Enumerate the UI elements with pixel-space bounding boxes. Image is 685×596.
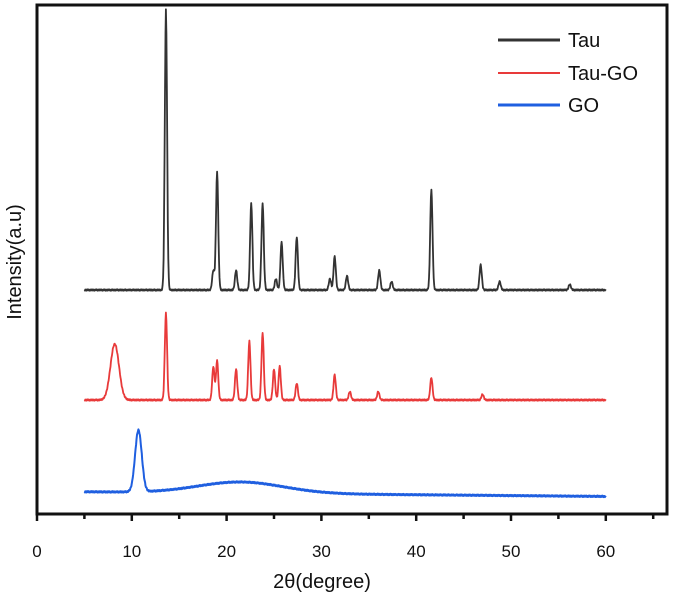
series-go-line bbox=[83, 428, 607, 499]
legend: Tau Tau-GO GO bbox=[498, 30, 638, 117]
y-axis-title: Intensity(a.u) bbox=[4, 204, 26, 320]
x-axis-tick-labels: 0 10 20 30 40 50 60 bbox=[32, 542, 615, 561]
x-axis-title: 2θ(degree) bbox=[273, 571, 371, 593]
legend-label-go: GO bbox=[568, 95, 599, 117]
series-layer bbox=[83, 8, 607, 499]
x-axis-ticks bbox=[35, 514, 655, 521]
legend-label-tau: Tau bbox=[568, 30, 600, 52]
legend-label-tau-go: Tau-GO bbox=[568, 63, 638, 85]
x-tick-label: 10 bbox=[122, 542, 141, 561]
x-tick-label: 20 bbox=[217, 542, 236, 561]
x-tick-label: 60 bbox=[596, 542, 615, 561]
x-tick-label: 30 bbox=[312, 542, 331, 561]
plot-frame bbox=[35, 3, 669, 516]
x-tick-label: 50 bbox=[502, 542, 521, 561]
x-tick-label: 0 bbox=[32, 542, 41, 561]
series-tau-line bbox=[83, 8, 607, 292]
series-tau-go-line bbox=[83, 311, 607, 402]
x-tick-label: 40 bbox=[407, 542, 426, 561]
